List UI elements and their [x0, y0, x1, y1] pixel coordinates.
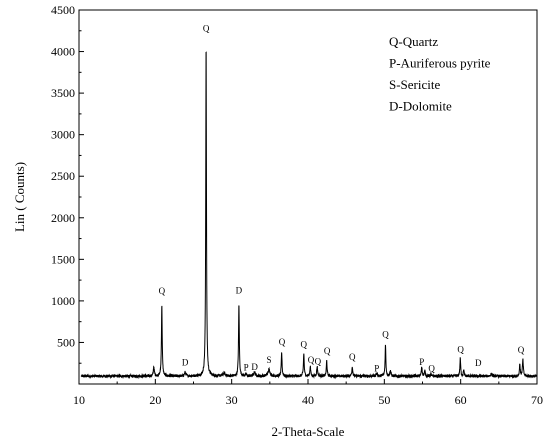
peak-label: Q [279, 337, 286, 347]
diffraction-pattern-line [80, 51, 538, 380]
y-tick-label: 3000 [51, 128, 75, 142]
peak-label: Q [324, 346, 331, 356]
x-axis-title: 2-Theta-Scale [272, 424, 345, 439]
y-axis-title: Lin ( Counts) [12, 162, 27, 232]
peak-label: D [251, 362, 258, 372]
y-tick-label: 3500 [51, 86, 75, 100]
legend-entry: S-Sericite [389, 77, 440, 92]
x-tick-label: 20 [149, 393, 161, 407]
y-tick-label: 2500 [51, 169, 75, 183]
x-axis: 10 20 30 40 50 60 70 [73, 379, 543, 407]
x-tick-label: 30 [226, 393, 238, 407]
peak-label: Q [315, 356, 322, 366]
peak-label: D [182, 358, 189, 368]
y-tick-label: 4000 [51, 45, 75, 59]
y-tick-label: 500 [57, 335, 75, 349]
y-axis: 500 1000 1500 2000 2500 3000 3500 4000 4500 [51, 3, 84, 364]
x-tick-label: 70 [531, 393, 543, 407]
peak-label: Q [203, 24, 210, 34]
peak-label: P [419, 357, 424, 367]
x-tick-label: 60 [455, 393, 467, 407]
peak-label: Q [159, 286, 166, 296]
y-tick-label: 1000 [51, 294, 75, 308]
x-tick-label: 50 [378, 393, 390, 407]
peak-label: D [236, 285, 243, 295]
peak-label: Q [349, 352, 356, 362]
peak-label: Q [382, 329, 389, 339]
y-tick-label: 1500 [51, 252, 75, 266]
peak-label: Q [518, 345, 525, 355]
legend: Q-Quartz P-Auriferous pyrite S-Sericite D-D… [389, 34, 491, 114]
legend-entry: Q-Quartz [389, 34, 438, 49]
legend-entry: D-Dolomite [389, 99, 452, 114]
y-tick-label: 2000 [51, 211, 75, 225]
peak-label: Q [457, 344, 464, 354]
peak-label: Q [428, 364, 435, 374]
y-tick-label: 4500 [51, 3, 75, 17]
x-tick-label: 10 [73, 393, 85, 407]
peak-label: Q [301, 339, 308, 349]
plot-area: 500 1000 1500 2000 2500 3000 3500 4000 4500 10 20… [51, 3, 543, 407]
peak-label: P [374, 364, 379, 374]
peak-label: Q [308, 355, 315, 365]
x-tick-label: 40 [302, 393, 314, 407]
peak-label: S [267, 355, 272, 365]
peak-label: D [475, 358, 482, 368]
peak-label: P [244, 362, 249, 372]
legend-entry: P-Auriferous pyrite [389, 56, 491, 71]
